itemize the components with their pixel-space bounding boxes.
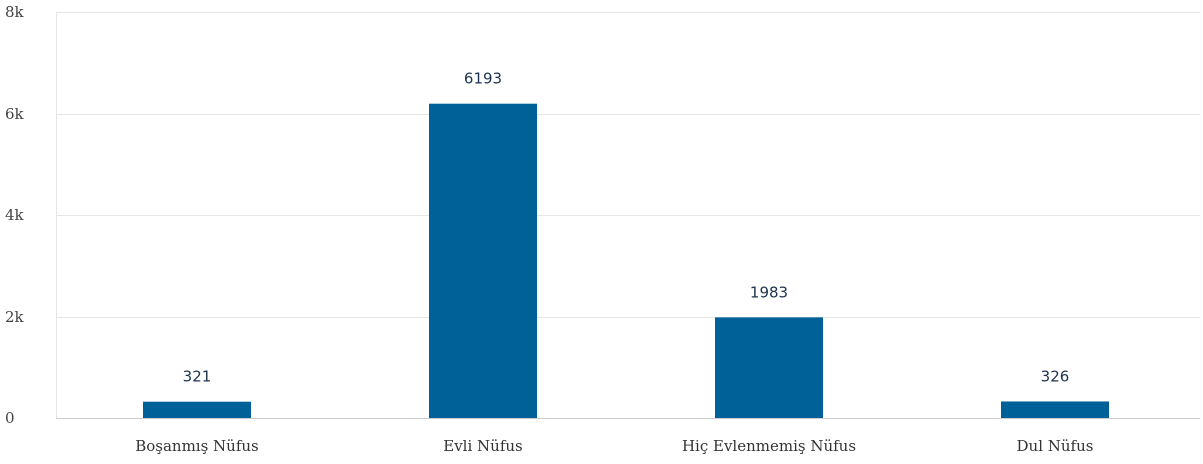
y-tick-label: 2k: [5, 308, 25, 326]
x-tick-label: Evli Nüfus: [443, 437, 522, 455]
bar: [143, 401, 251, 418]
x-tick-label: Hiç Evlenmemiş Nüfus: [682, 437, 856, 455]
x-tick-label: Dul Nüfus: [1017, 437, 1094, 455]
y-tick-label: 0: [5, 409, 15, 427]
data-label: 1983: [750, 283, 788, 301]
bars: [143, 103, 1109, 418]
gridlines: [56, 12, 1200, 419]
x-tick-label: Boşanmış Nüfus: [135, 437, 259, 455]
data-label: 326: [1041, 367, 1070, 385]
bar: [715, 317, 823, 418]
y-axis-ticks: 0 2k 4k 6k 8k: [5, 3, 25, 427]
bar: [1001, 401, 1109, 418]
data-label: 6193: [464, 70, 502, 88]
y-tick-label: 8k: [5, 3, 25, 21]
bar: [429, 103, 537, 418]
y-tick-label: 4k: [5, 206, 25, 224]
x-axis-ticks: Boşanmış Nüfus Evli Nüfus Hiç Evlenmemiş N…: [135, 437, 1093, 455]
data-label: 321: [183, 368, 212, 386]
y-tick-label: 6k: [5, 105, 25, 123]
data-labels: 321 6193 1983 326: [183, 70, 1070, 386]
